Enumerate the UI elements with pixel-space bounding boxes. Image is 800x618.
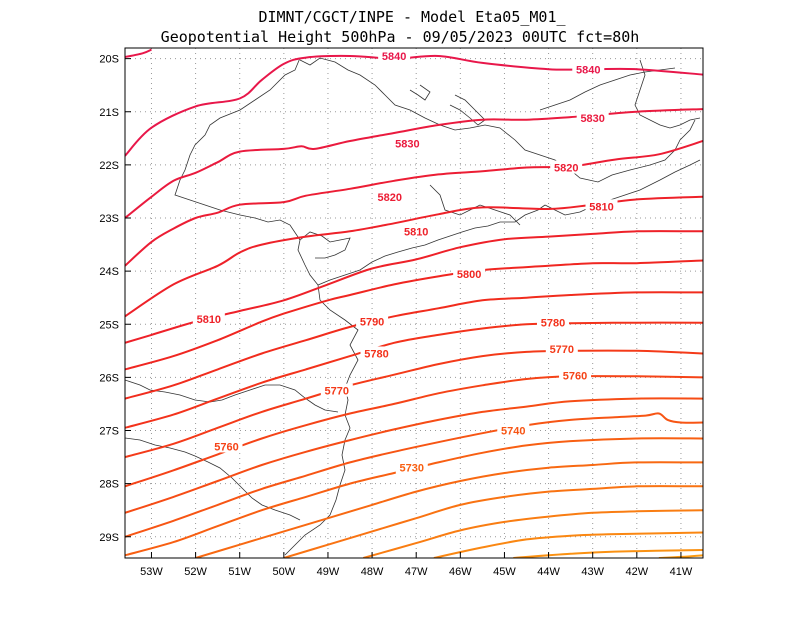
contour-label: 5830 xyxy=(580,113,604,125)
contour-label-bg xyxy=(360,346,393,360)
contour-label: 5780 xyxy=(364,348,388,360)
contour-5830 xyxy=(125,108,703,219)
x-tick-label: 44W xyxy=(537,566,560,578)
y-axis-ticks: 20S 21S 22S 23S 24S 25S 26S 27S 28S 29S xyxy=(99,54,131,544)
y-tick-label: 21S xyxy=(99,107,119,119)
y-tick-label: 28S xyxy=(99,479,119,491)
contour-label-bg xyxy=(545,342,578,356)
coastline xyxy=(125,57,701,556)
contour-label: 5780 xyxy=(541,318,565,330)
contour-label-bg xyxy=(373,189,406,203)
contour-label: 5740 xyxy=(501,426,525,438)
contour-label: 5830 xyxy=(395,139,419,151)
y-tick-label: 29S xyxy=(99,532,119,544)
x-tick-label: 49W xyxy=(317,566,340,578)
contour-label: 5730 xyxy=(400,463,424,475)
contour-label: 5770 xyxy=(325,386,349,398)
contour-label-bg xyxy=(356,314,389,328)
x-tick-label: 47W xyxy=(405,566,428,578)
contour-5790 xyxy=(125,291,703,400)
x-tick-label: 42W xyxy=(626,566,649,578)
y-tick-label: 23S xyxy=(99,213,119,225)
x-tick-label: 46W xyxy=(449,566,472,578)
y-tick-label: 20S xyxy=(99,54,119,66)
contour-label-bg xyxy=(585,199,618,213)
contour-5840 xyxy=(125,48,152,58)
contour-label-bg xyxy=(192,311,225,325)
contour-label: 5810 xyxy=(404,226,428,238)
contour-label: 5760 xyxy=(214,441,238,453)
contour-5720 xyxy=(195,461,703,558)
y-tick-label: 24S xyxy=(99,266,119,278)
x-tick-label: 51W xyxy=(228,566,251,578)
contour-label-bg xyxy=(378,48,411,62)
x-tick-label: 43W xyxy=(581,566,604,578)
contour-label: 5800 xyxy=(457,269,481,281)
contour-label: 5810 xyxy=(589,201,613,213)
contour-5710 xyxy=(283,485,703,558)
contour-label: 5820 xyxy=(554,163,578,175)
contour-5800 xyxy=(125,259,703,371)
contour-label-bg xyxy=(320,383,353,397)
contour-5700 xyxy=(363,509,703,558)
contour-label-bg xyxy=(210,439,243,453)
chart-subtitle: Geopotential Height 500hPa - 09/05/2023 … xyxy=(161,28,640,46)
contour-5730 xyxy=(125,437,703,557)
contour-5780 xyxy=(125,321,703,429)
contour-5750 xyxy=(125,397,703,514)
contour-label-bg xyxy=(453,266,486,280)
contour-5690 xyxy=(433,531,703,558)
chart-title: DIMNT/CGCT/INPE - Model Eta05_M01_ xyxy=(258,8,566,26)
contour-label: 5840 xyxy=(382,51,406,63)
y-tick-label: 22S xyxy=(99,160,119,172)
contour-5820 xyxy=(125,140,703,267)
contour-label-bg xyxy=(391,136,424,150)
contour-label-bg xyxy=(497,423,530,437)
contour-5680 xyxy=(513,549,703,558)
contour-label: 5770 xyxy=(550,344,574,356)
contour-label-bg xyxy=(550,160,583,174)
y-tick-label: 27S xyxy=(99,426,119,438)
contour-label-bg xyxy=(536,315,569,329)
contour-label-bg xyxy=(572,62,605,76)
x-tick-label: 41W xyxy=(670,566,693,578)
contour-label: 5810 xyxy=(197,314,221,326)
x-tick-label: 52W xyxy=(184,566,207,578)
contour-label-bg xyxy=(400,224,433,238)
contour-lines xyxy=(125,48,703,558)
contour-label-bg xyxy=(559,368,592,382)
x-tick-label: 48W xyxy=(361,566,384,578)
x-tick-label: 45W xyxy=(493,566,516,578)
contour-label: 5820 xyxy=(377,192,401,204)
x-tick-label: 53W xyxy=(140,566,163,578)
y-tick-label: 26S xyxy=(99,372,119,384)
contour-label-bg xyxy=(395,460,428,474)
grid-lines xyxy=(125,48,703,558)
plot-frame xyxy=(124,47,704,559)
contour-label: 5840 xyxy=(576,64,600,76)
contour-label-bg xyxy=(576,111,609,125)
contour-label: 5790 xyxy=(360,317,384,329)
y-tick-label: 25S xyxy=(99,319,119,331)
contour-labels: 5840 5840 5830 5830 5820 5820 5810 5810 5810 5800… xyxy=(192,48,618,475)
contour-5740 xyxy=(125,412,703,538)
contour-label: 5760 xyxy=(563,370,587,382)
x-tick-label: 50W xyxy=(273,566,296,578)
x-axis-ticks: 53W 52W 51W 50W 49W 48W 47W 46W 45W 44W 43W 42W 41W xyxy=(140,552,693,578)
